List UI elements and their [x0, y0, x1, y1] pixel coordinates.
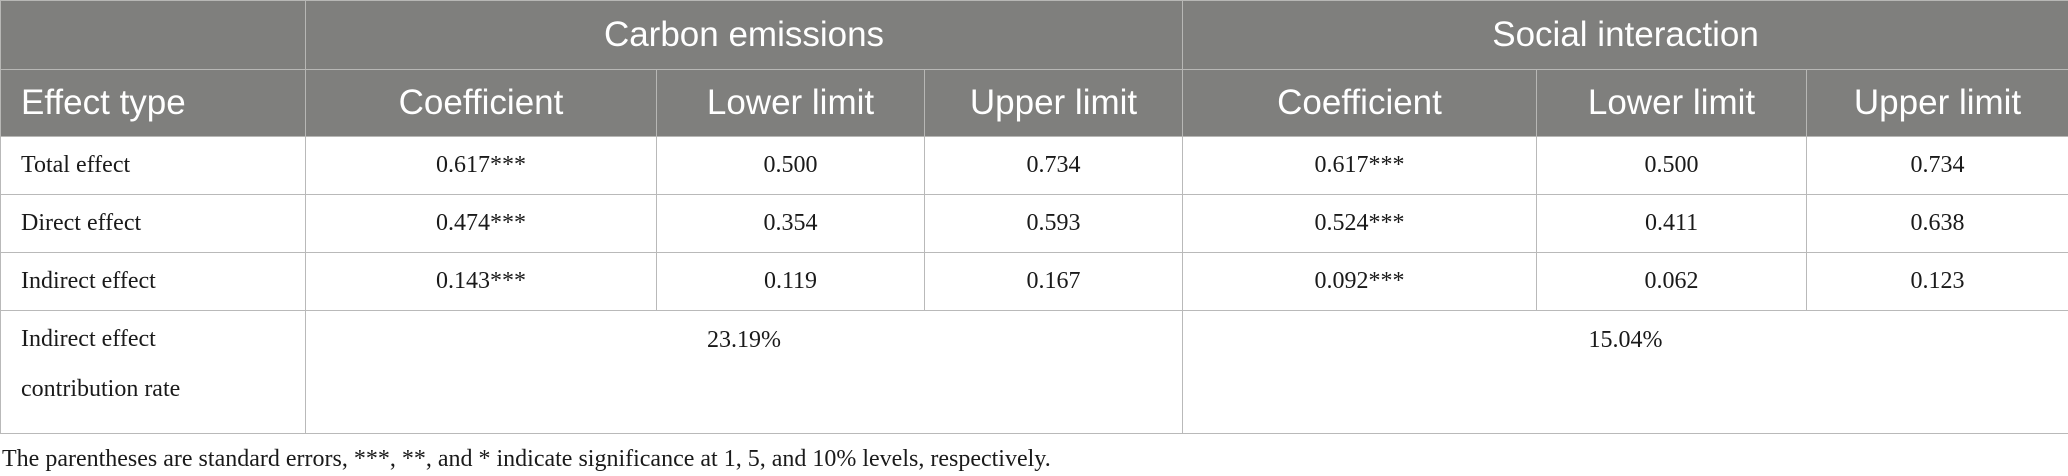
mediation-effect-table: Carbon emissions Social interaction Effe…: [0, 0, 2068, 434]
group-header-social-interaction: Social interaction: [1182, 0, 2068, 70]
table-cell: 0.143***: [305, 252, 657, 311]
table-cell: 0.354: [656, 194, 925, 253]
table-cell: 0.734: [923, 136, 1184, 195]
table-cell: 0.411: [1536, 194, 1808, 253]
table-row-indirect-effect: Indirect effect 0.143*** 0.119 0.167 0.0…: [0, 252, 2068, 311]
row-label: Direct effect: [0, 194, 306, 253]
table-cell: 0.500: [656, 136, 925, 195]
table-body: Total effect 0.617*** 0.500 0.734 0.617*…: [0, 136, 2068, 434]
column-header-carbon-lower-limit: Lower limit: [656, 69, 925, 137]
table-cell: 0.617***: [1182, 136, 1538, 195]
group-header-empty: [0, 0, 306, 70]
table-cell: 0.734: [1806, 136, 2068, 195]
column-header-social-coefficient: Coefficient: [1182, 69, 1538, 137]
carbon-contribution-rate: 23.19%: [304, 310, 1184, 434]
column-header-carbon-upper-limit: Upper limit: [923, 69, 1184, 137]
column-header-effect-type: Effect type: [0, 69, 306, 137]
table-header: Carbon emissions Social interaction Effe…: [0, 0, 2068, 137]
table-cell: 0.062: [1536, 252, 1808, 311]
table-cell: 0.617***: [305, 136, 657, 195]
row-label-line1: Indirect effect: [21, 326, 156, 352]
social-contribution-rate: 15.04%: [1182, 310, 2068, 434]
table-cell: 0.092***: [1182, 252, 1538, 311]
table-footnote: The parentheses are standard errors, ***…: [2, 446, 1051, 472]
table-row-total-effect: Total effect 0.617*** 0.500 0.734 0.617*…: [0, 136, 2068, 195]
table-cell: 0.474***: [305, 194, 657, 253]
row-label-contribution-rate: Indirect effect contribution rate: [0, 310, 306, 434]
column-header-social-lower-limit: Lower limit: [1536, 69, 1808, 137]
table-row-direct-effect: Direct effect 0.474*** 0.354 0.593 0.524…: [0, 194, 2068, 253]
table-cell: 0.119: [656, 252, 925, 311]
row-label: Total effect: [0, 136, 306, 195]
table-cell: 0.638: [1806, 194, 2068, 253]
row-label: Indirect effect: [0, 252, 306, 311]
row-label-line2: contribution rate: [21, 376, 181, 402]
column-header-row: Effect type Coefficient Lower limit Uppe…: [0, 69, 2068, 137]
table-cell: 0.500: [1536, 136, 1808, 195]
group-header-row: Carbon emissions Social interaction: [0, 0, 2068, 70]
group-header-carbon-emissions: Carbon emissions: [304, 0, 1184, 70]
column-header-social-upper-limit: Upper limit: [1806, 69, 2068, 137]
column-header-carbon-coefficient: Coefficient: [305, 69, 657, 137]
table-cell: 0.167: [923, 252, 1184, 311]
table-cell: 0.123: [1806, 252, 2068, 311]
table-cell: 0.524***: [1182, 194, 1538, 253]
table-cell: 0.593: [923, 194, 1184, 253]
table-row-contribution-rate: Indirect effect contribution rate 23.19%…: [0, 310, 2068, 434]
